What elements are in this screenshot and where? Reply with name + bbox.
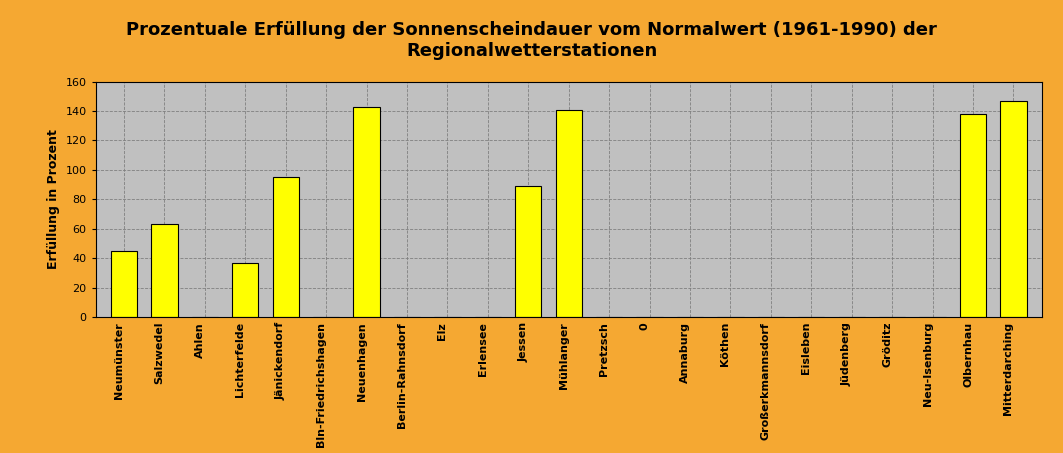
Bar (232, 263, 258, 317)
Bar (1000, 101, 1027, 317)
Bar (111, 251, 137, 317)
Bar (516, 186, 541, 317)
Bar (556, 110, 581, 317)
Bar (960, 114, 986, 317)
Text: Prozentuale Erfüllung der Sonnenscheindauer vom Normalwert (1961-1990) der
Regio: Prozentuale Erfüllung der Sonnenscheinda… (126, 21, 937, 60)
Bar (151, 224, 178, 317)
Bar (272, 177, 299, 317)
Y-axis label: Erfüllung in Prozent: Erfüllung in Prozent (47, 130, 60, 269)
Bar (353, 106, 379, 317)
